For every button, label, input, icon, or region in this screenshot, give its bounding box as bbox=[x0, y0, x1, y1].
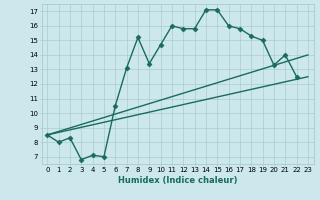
X-axis label: Humidex (Indice chaleur): Humidex (Indice chaleur) bbox=[118, 176, 237, 185]
